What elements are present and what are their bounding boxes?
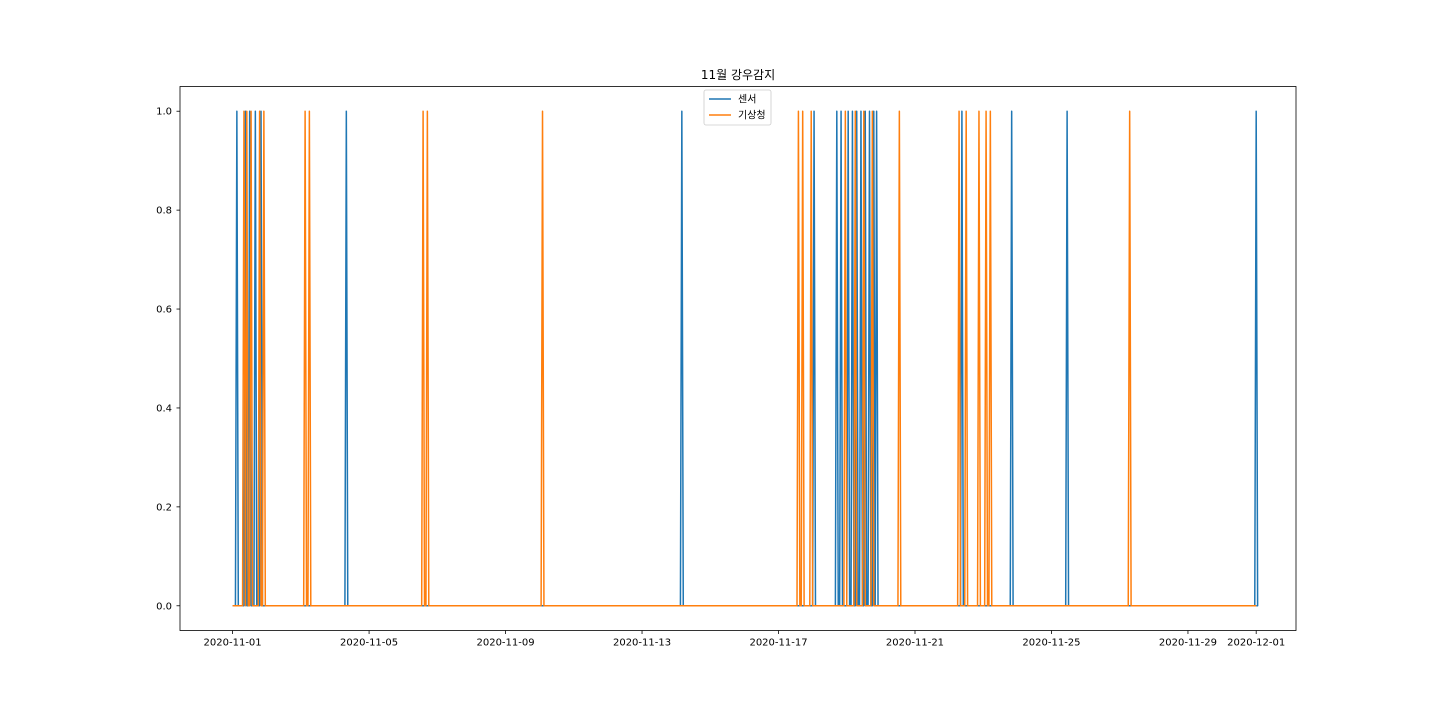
y-tick-label: 0.8 [156, 206, 172, 217]
x-tick-label: 2020-11-29 [1159, 638, 1217, 649]
x-tick-label: 2020-11-09 [476, 638, 534, 649]
y-tick-label: 0.0 [156, 601, 172, 612]
x-tick-label: 2020-11-21 [886, 638, 944, 649]
y-tick-label: 0.2 [156, 502, 172, 513]
x-tick-label: 2020-11-05 [340, 638, 398, 649]
axes-frame [179, 86, 1297, 631]
y-tick-label: 1.0 [156, 107, 172, 118]
y-tick-label: 0.6 [156, 305, 172, 316]
x-tick-label: 2020-11-01 [204, 638, 262, 649]
y-axis: 0.0 0.2 0.4 0.6 0.8 1.0 [156, 107, 180, 612]
y-tick-label: 0.4 [156, 403, 172, 414]
legend-label-0: 센서 [738, 94, 756, 106]
chart-title: 11월 강우감지 [701, 68, 775, 82]
x-tick-label: 2020-11-17 [749, 638, 807, 649]
series-group [232, 110, 1259, 607]
legend-label-1: 기상청 [738, 110, 766, 122]
series-line-1 [232, 110, 1257, 607]
x-axis: 2020-11-01 2020-11-05 2020-11-09 2020-11-13… [204, 630, 1285, 649]
x-tick-label: 2020-12-01 [1227, 638, 1285, 649]
x-tick-label: 2020-11-13 [613, 638, 671, 649]
x-tick-label: 2020-11-25 [1022, 638, 1080, 649]
